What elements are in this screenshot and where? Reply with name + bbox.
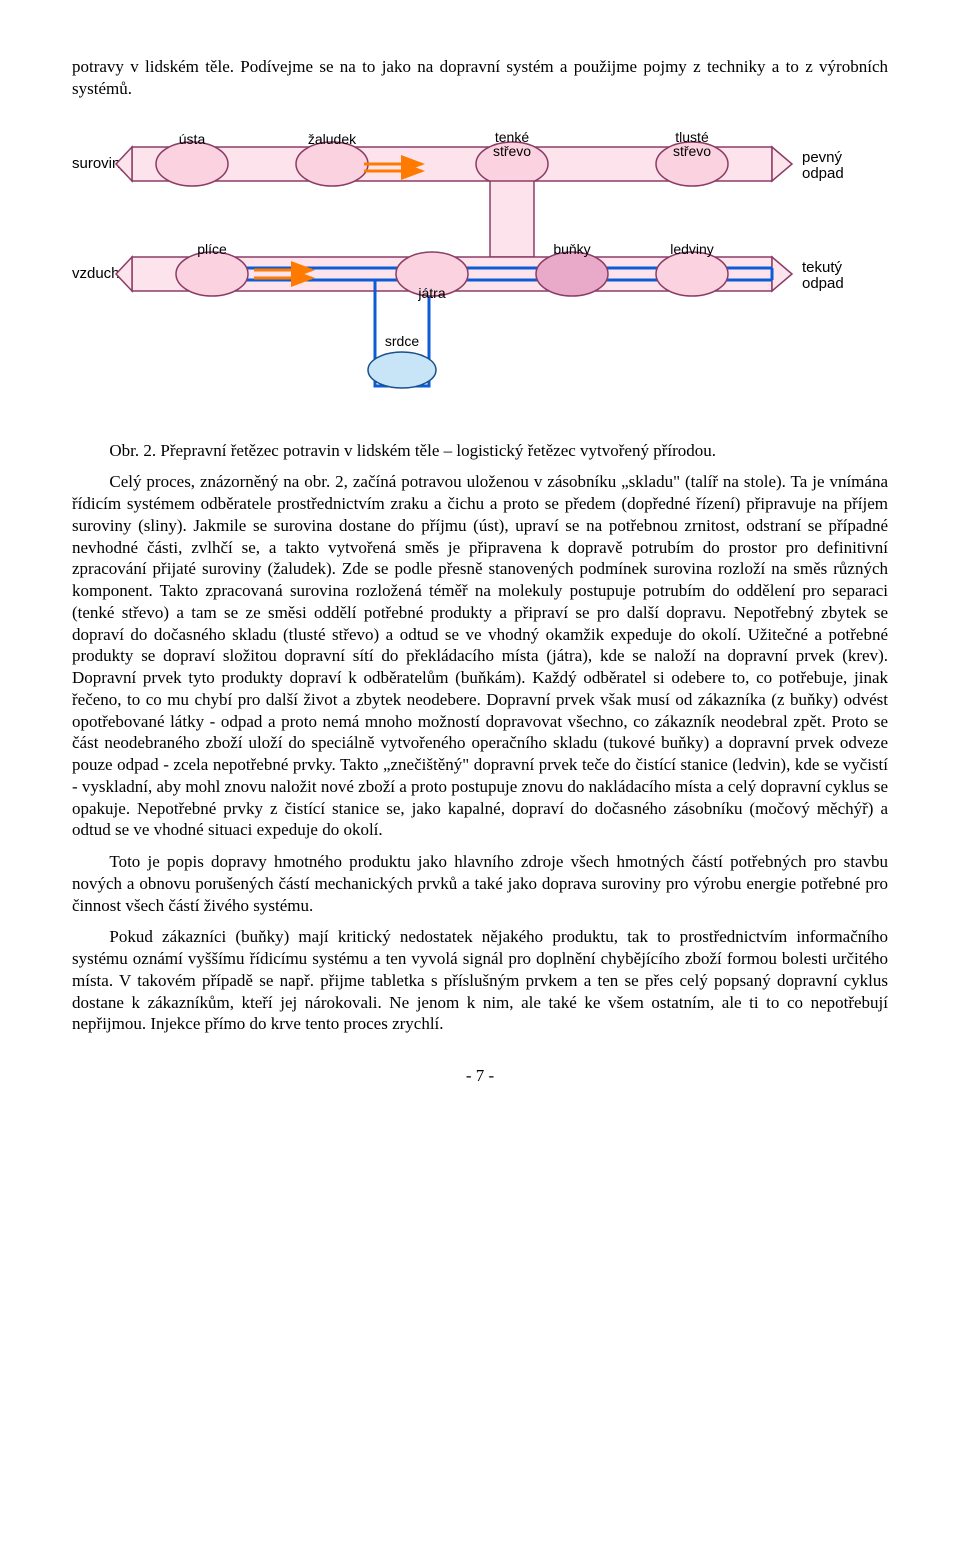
svg-text:ústa: ústa [179,131,206,147]
svg-text:srdce: srdce [385,333,419,349]
svg-text:odpad: odpad [802,275,844,292]
svg-text:tekutý: tekutý [802,259,843,276]
figure-caption: Obr. 2. Přepravní řetězec potravin v lid… [72,440,888,462]
svg-text:játra: játra [417,285,445,301]
page-number: - 7 - [72,1065,888,1087]
svg-text:střevo: střevo [493,143,531,159]
svg-text:plíce: plíce [197,241,227,257]
svg-text:střevo: střevo [673,143,711,159]
body-para-3: Pokud zákazníci (buňky) mají kritický ne… [72,926,888,1035]
svg-text:buňky: buňky [553,241,590,257]
svg-text:ledviny: ledviny [670,241,714,257]
svg-text:pevný: pevný [802,149,843,166]
intro-paragraph: potravy v lidském těle. Podívejme se na … [72,56,888,100]
body-para-1: Celý proces, znázorněný na obr. 2, začín… [72,471,888,841]
svg-text:odpad: odpad [802,165,844,182]
figure-container: surovinyústažaludektenkéstřevotlustéstře… [72,126,888,426]
body-para-2: Toto je popis dopravy hmotného produktu … [72,851,888,916]
figure-svg: surovinyústažaludektenkéstřevotlustéstře… [72,126,872,426]
svg-text:žaludek: žaludek [308,131,357,147]
svg-text:vzduch: vzduch [72,265,120,282]
